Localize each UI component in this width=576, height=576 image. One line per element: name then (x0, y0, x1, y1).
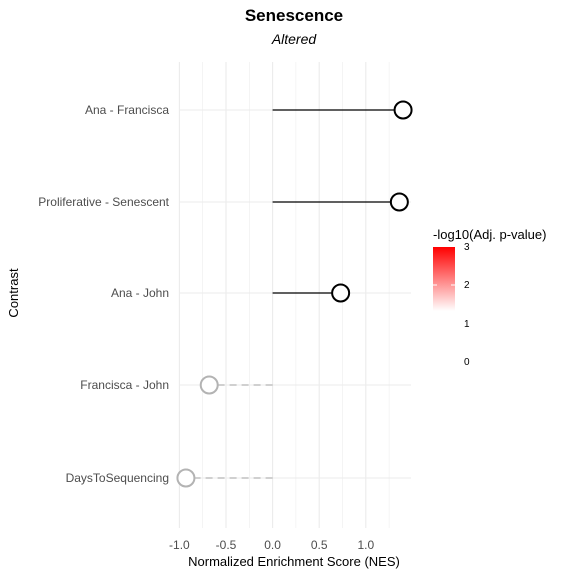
x-tick-label: 0.0 (264, 538, 281, 552)
legend-tick-label: 0 (464, 357, 470, 368)
chart-title: Senescence (245, 6, 343, 25)
y-tick-label: Ana - Francisca (85, 103, 169, 117)
lollipop-point (331, 283, 351, 303)
legend-title: -log10(Adj. p-value) (433, 227, 546, 242)
lollipop-point (176, 468, 196, 488)
x-tick-label: -0.5 (216, 538, 237, 552)
lollipop-points (176, 100, 413, 488)
legend-tick-label: 1 (464, 319, 470, 330)
lollipop-point (389, 192, 409, 212)
y-tick-label: Proliferative - Senescent (38, 195, 169, 209)
grid-lines (178, 62, 411, 528)
lollipop-point (393, 100, 413, 120)
y-tick-labels: Ana - Francisca Proliferative - Senescent… (38, 103, 169, 485)
x-axis-label: Normalized Enrichment Score (NES) (188, 554, 400, 569)
x-tick-label: -1.0 (169, 538, 190, 552)
color-legend: -log10(Adj. p-value) 3 2 1 0 (433, 227, 546, 368)
legend-tick-label: 3 (464, 242, 470, 253)
x-tick-labels: -1.0 -0.5 0.0 0.5 1.0 (169, 538, 374, 552)
legend-colorbar (433, 247, 455, 311)
y-tick-label: Ana - John (111, 286, 169, 300)
x-tick-label: 0.5 (311, 538, 328, 552)
legend-tick-label: 2 (464, 280, 470, 291)
y-tick-label: Francisca - John (80, 378, 169, 392)
chart-subtitle: Altered (271, 31, 318, 47)
lollipop-stems (185, 109, 404, 479)
lollipop-point (199, 375, 219, 395)
y-tick-label: DaysToSequencing (66, 471, 169, 485)
x-tick-label: 1.0 (357, 538, 374, 552)
y-axis-label: Contrast (6, 268, 21, 318)
